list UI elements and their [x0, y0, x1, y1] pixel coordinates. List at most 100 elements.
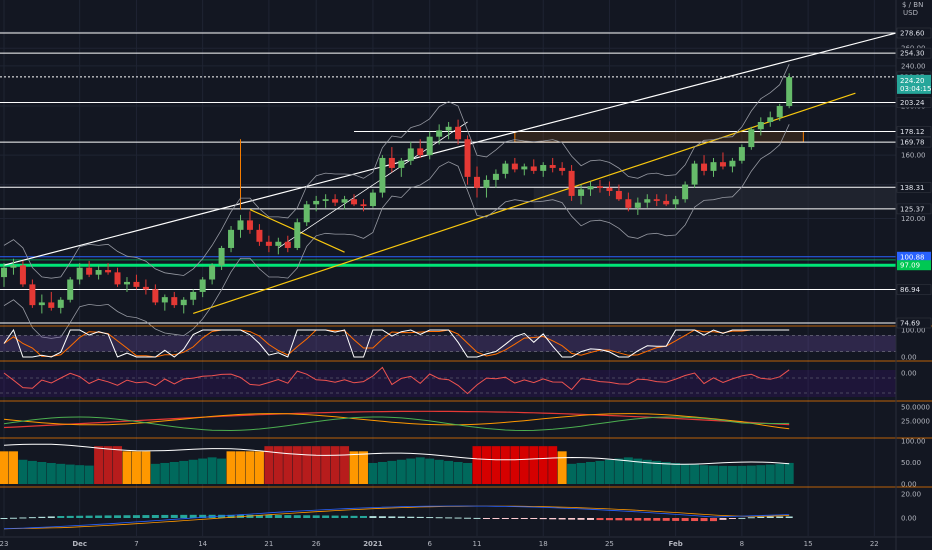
histogram-bar: [519, 446, 529, 484]
time-tick-label: 22: [870, 540, 879, 548]
histogram-bar: [425, 458, 435, 484]
candle-body: [445, 126, 452, 131]
candle-body: [417, 148, 424, 156]
macd-histogram-bar: [710, 518, 717, 522]
histogram-bar: [775, 463, 785, 484]
macd-tick-label: 20.00: [901, 491, 921, 499]
macd-histogram-bar: [520, 518, 528, 519]
macd-signal-line: [3, 505, 790, 530]
candle-body: [152, 289, 159, 303]
candle-body: [549, 165, 556, 168]
candle-body: [483, 179, 490, 188]
macd-histogram-bar: [369, 516, 377, 518]
time-tick-label: 15: [804, 540, 813, 548]
histogram-bar: [236, 451, 245, 484]
macd-histogram-bar: [57, 516, 65, 518]
macd-histogram-bar: [246, 514, 254, 518]
candle-body: [464, 139, 471, 177]
histogram-tick-label: 50.00: [901, 459, 921, 467]
currency-label: USD: [903, 9, 918, 17]
candle-body: [133, 281, 140, 287]
histogram-bar: [113, 446, 123, 484]
macd-histogram-bar: [180, 514, 188, 518]
price-level-tag-label: 254.30: [900, 50, 925, 58]
macd-histogram-bar: [776, 516, 784, 518]
osc-line: [3, 366, 790, 395]
dmi-minus-line: [3, 413, 790, 430]
histogram-bar: [264, 446, 274, 484]
stoch-tick-label: 0.00: [901, 354, 917, 362]
macd-histogram-bar: [738, 517, 746, 519]
histogram-bar: [349, 451, 359, 484]
candle-body: [455, 126, 462, 140]
candle-body: [474, 176, 480, 188]
candle-body: [521, 166, 528, 170]
histogram-bar: [614, 458, 624, 484]
candle-body: [776, 106, 783, 118]
candle-body: [237, 220, 244, 230]
candle-body: [218, 247, 225, 266]
price-level-tag: [897, 260, 931, 271]
histogram-bar: [46, 462, 56, 484]
channel-upper-line: [3, 32, 897, 266]
macd-histogram-bar: [85, 515, 93, 518]
histogram-bar: [75, 465, 85, 484]
macd-histogram-bar: [634, 518, 642, 521]
macd-histogram-bar: [530, 518, 538, 519]
candle-body: [492, 173, 499, 180]
histogram-bar: [671, 462, 681, 484]
macd-histogram-bar: [435, 517, 443, 519]
histogram-bar: [0, 451, 9, 484]
time-tick-label: 14: [198, 540, 207, 548]
histogram-signal-line: [3, 443, 790, 465]
price-level-tag: [896, 47, 932, 59]
candle-body: [407, 148, 414, 161]
macd-histogram-bar: [170, 514, 178, 518]
candle-body: [284, 241, 291, 248]
histogram-bar: [207, 457, 217, 484]
price-level-tag: [896, 284, 932, 295]
macd-histogram-bar: [161, 514, 169, 518]
histogram-bar: [245, 451, 255, 484]
macd-histogram-bar: [728, 518, 736, 519]
candle-body: [653, 199, 660, 201]
candle-body: [95, 270, 102, 275]
histogram-bar: [84, 465, 94, 484]
countdown-label: 03:04:15: [900, 85, 931, 93]
main-price-panel[interactable]: [0, 32, 897, 339]
time-tick-label: 7: [134, 540, 138, 548]
time-tick-label: 6: [427, 540, 432, 548]
candle-body: [663, 200, 670, 205]
candle-body: [123, 281, 130, 285]
histogram-bar: [160, 462, 170, 484]
candle-body: [10, 265, 17, 268]
candle-body: [1, 267, 7, 278]
histogram-bar: [179, 460, 189, 484]
price-level-tag-label: 203.24: [900, 99, 925, 107]
macd-histogram-bar: [445, 517, 453, 519]
histogram-bar: [699, 465, 709, 484]
stoch-k-line: [3, 328, 790, 358]
macd-histogram-bar: [482, 518, 490, 519]
histogram-bar: [472, 446, 482, 484]
histogram-bar: [131, 451, 141, 484]
price-axis[interactable]: $ / BN USD 120.00140.00160.00200.00240.0…: [895, 0, 932, 550]
time-axis[interactable]: 23 Dec 7 14 21 26 2021 6 11 18 25 Feb 8 15 22: [0, 536, 932, 548]
histogram-bar: [321, 446, 331, 484]
macd-histogram-bar: [0, 518, 8, 519]
candle-body: [171, 297, 178, 306]
histogram-bar: [623, 457, 633, 484]
histogram-bar: [169, 461, 179, 484]
macd-histogram-bar: [341, 515, 349, 518]
indicator-panels[interactable]: 100.00 0.00 0.00 50.0000 25.0000 100.00 50.00 0…: [0, 325, 932, 530]
macd-histogram-bar: [407, 516, 415, 518]
price-level-tag: [896, 136, 932, 148]
price-tick-label: 120.00: [901, 215, 926, 223]
macd-tick-label: 0.00: [901, 515, 917, 523]
macd-histogram-bar: [66, 515, 74, 518]
macd-histogram-bar: [331, 515, 339, 518]
histogram-bar: [368, 462, 378, 484]
macd-histogram-bar: [47, 516, 55, 518]
macd-histogram-bar: [501, 518, 509, 519]
